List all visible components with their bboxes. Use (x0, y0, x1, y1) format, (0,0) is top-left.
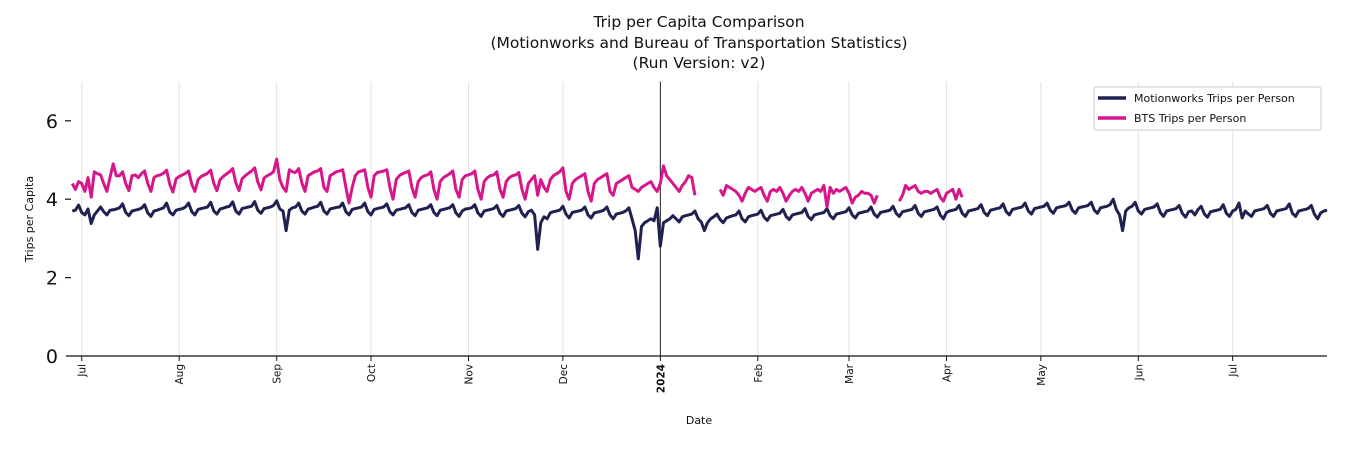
legend-label: BTS Trips per Person (1134, 112, 1246, 125)
y-tick-label: 0 (46, 346, 58, 368)
x-tick-label: Nov (464, 364, 476, 385)
y-tick-label: 6 (46, 111, 58, 133)
chart-title-line-1: Trip per Capita Comparison (592, 13, 804, 31)
y-tick-label: 2 (46, 268, 58, 290)
x-tick-label: Apr (941, 363, 953, 382)
chart-title: Trip per Capita Comparison (Motionworks … (490, 13, 907, 72)
x-tick-label: Jul (1228, 364, 1240, 378)
x-tick-label: Mar (844, 363, 856, 383)
legend-box (1093, 86, 1322, 131)
series-lines (70, 157, 1328, 261)
y-axis-ticks: 0 2 4 6 (46, 111, 71, 368)
y-axis-label: Trips per Capita (23, 176, 36, 263)
x-tick-label: Dec (558, 364, 570, 385)
x-tick-label: Jul (77, 364, 89, 378)
x-tick-label: 2024 (655, 364, 667, 393)
series-line-bts (718, 184, 879, 209)
chart-title-line-2: (Motionworks and Bureau of Transportatio… (490, 34, 907, 52)
series-line-motionworks (71, 197, 1328, 261)
x-axis-ticks: Jul Aug Sep Oct Nov Dec 2024 Feb Mar Apr May Jun Jul (77, 356, 1240, 393)
x-tick-label: Feb (753, 364, 765, 383)
x-tick-label: Aug (174, 364, 186, 385)
x-tick-label: May (1036, 364, 1048, 386)
x-axis-label: Date (686, 414, 713, 427)
series-line-bts (70, 157, 697, 205)
chart-title-line-3: (Run Version: v2) (633, 54, 766, 72)
x-tick-label: Sep (272, 364, 284, 384)
series-line-bts (897, 184, 964, 203)
x-tick-label: Oct (366, 364, 378, 382)
y-tick-label: 4 (46, 189, 58, 211)
x-tick-label: Jun (1133, 364, 1145, 381)
legend: Motionworks Trips per Person BTS Trips pe… (1093, 86, 1322, 131)
legend-label: Motionworks Trips per Person (1134, 92, 1295, 105)
